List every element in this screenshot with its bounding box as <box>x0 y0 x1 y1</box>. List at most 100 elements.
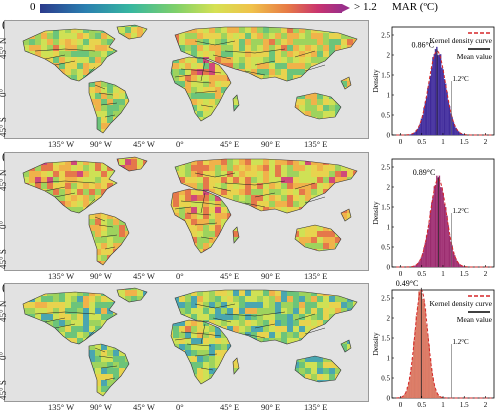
longitude-label: 45° E <box>220 139 240 149</box>
histogram-bar <box>430 202 433 268</box>
x-tick-label: 0 <box>399 401 403 409</box>
histogram-bar <box>457 131 460 136</box>
y-tick-label: 1.5 <box>381 204 390 212</box>
latitude-label: 45° S <box>0 380 8 400</box>
x-tick-label: 1 <box>441 401 445 409</box>
colorbar-min-label: 0 <box>30 1 36 13</box>
histogram-bar <box>437 55 439 136</box>
longitude-label: 135° W <box>48 139 75 149</box>
x-tick-label: 2 <box>484 401 488 409</box>
histogram-bar <box>430 368 433 399</box>
histogram-bar <box>424 308 427 399</box>
y-tick-label: 2.5 <box>381 32 390 40</box>
y-tick-label: 0.5 <box>381 244 390 252</box>
x-tick-label: 2 <box>484 270 488 278</box>
reference-label: 1.2°C <box>453 75 470 83</box>
longitude-label: 45° E <box>220 271 240 281</box>
histogram-bar <box>436 175 438 268</box>
longitude-label: 45° W <box>133 402 155 412</box>
y-tick-label: 0.5 <box>381 112 390 120</box>
histogram-bar <box>409 376 411 399</box>
histogram-bar <box>441 67 443 136</box>
colorbar-gradient <box>40 4 342 13</box>
y-axis-label: Density <box>372 201 380 225</box>
histogram-bar <box>414 131 416 136</box>
y-tick-label: 1 <box>387 224 391 232</box>
y-tick-label: 0 <box>387 264 391 272</box>
latitude-label: 45° S <box>0 249 8 269</box>
longitude-label: 45° W <box>133 139 155 149</box>
colorbar-extend-arrow <box>342 4 350 12</box>
x-tick-label: 1.5 <box>460 270 469 278</box>
x-tick-label: 2 <box>484 138 488 146</box>
histogram-bar <box>438 54 441 136</box>
histogram-bar <box>425 97 428 136</box>
histogram-bar <box>404 394 406 399</box>
mean-label: 0.49°C <box>396 280 419 288</box>
latitude-label: 45° N <box>0 301 8 322</box>
histogram-bar <box>416 306 419 399</box>
longitude-label: 90° E <box>261 402 281 412</box>
mean-label: 0.89°C <box>413 168 436 177</box>
histogram-bar <box>429 75 432 136</box>
y-tick-label: 2 <box>387 52 391 60</box>
colorbar-max-label: > 1.2 <box>354 1 377 13</box>
histogram-bar <box>408 382 410 399</box>
x-tick-label: 0.5 <box>417 270 426 278</box>
histogram-bar <box>409 134 411 136</box>
histogram-bar <box>447 100 450 136</box>
latitude-label: 0° <box>0 351 8 360</box>
histogram-bar <box>419 289 421 399</box>
x-tick-label: 1.5 <box>460 138 469 146</box>
histogram-bar <box>447 225 450 268</box>
histogram-bar <box>411 357 414 399</box>
histogram-bar <box>427 229 429 268</box>
world-map <box>4 20 369 139</box>
histogram-bar <box>414 265 416 268</box>
histogram-bar <box>427 336 429 399</box>
histogram-bar <box>442 193 444 268</box>
y-tick-label: 1.5 <box>381 72 390 80</box>
y-tick-label: 2 <box>387 315 391 323</box>
y-tick-label: 1.5 <box>381 335 390 343</box>
histogram-bar <box>415 315 418 399</box>
histogram-bar <box>442 69 444 136</box>
colorbar: 0 > 1.2 MAR (ºC) <box>0 0 500 16</box>
y-tick-label: 2 <box>387 184 391 192</box>
longitude-label: 0° <box>176 271 184 281</box>
histogram-bar <box>410 366 413 399</box>
longitude-label: 90° W <box>90 402 112 412</box>
longitude-label: 90° E <box>261 139 281 149</box>
y-tick-label: 0 <box>387 395 391 403</box>
histogram-bar <box>443 79 446 136</box>
x-tick-label: 0.5 <box>417 138 426 146</box>
x-tick-label: 1 <box>441 138 445 146</box>
histogram-bar <box>445 207 447 268</box>
longitude-label: 90° E <box>261 271 281 281</box>
histogram-bar <box>434 48 437 136</box>
longitude-label: 45° E <box>220 402 240 412</box>
longitude-label: 135° W <box>48 402 75 412</box>
histogram-bar <box>448 235 451 268</box>
longitude-label: 135° E <box>304 139 328 149</box>
kde-curve <box>396 289 492 399</box>
x-tick-label: 1.5 <box>460 401 469 409</box>
histogram-bar <box>427 87 429 136</box>
histogram-bar <box>434 184 437 268</box>
y-axis-label: Density <box>372 69 380 93</box>
y-tick-label: 1 <box>387 92 391 100</box>
x-tick-label: 0.5 <box>417 401 426 409</box>
histogram-bar <box>438 175 441 268</box>
histogram-bar <box>428 344 430 399</box>
longitude-label: 90° W <box>90 271 112 281</box>
histogram-bar <box>441 187 443 268</box>
x-tick-label: 0 <box>399 138 403 146</box>
histogram-bar <box>457 263 460 268</box>
histogram-bar <box>433 186 436 268</box>
histogram-bar <box>425 325 428 399</box>
latitude-label: 45° N <box>0 38 8 59</box>
histogram-bar <box>432 57 434 136</box>
reference-label: 1.2°C <box>453 207 470 215</box>
y-tick-label: 2.5 <box>381 164 390 172</box>
histogram-bar <box>433 53 436 136</box>
